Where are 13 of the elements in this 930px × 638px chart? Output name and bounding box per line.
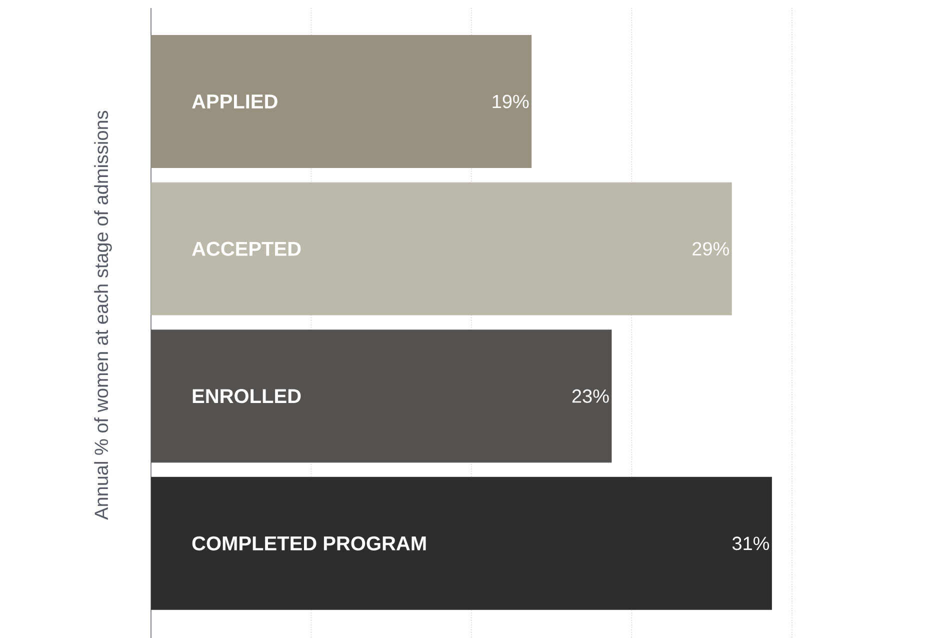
data-label: 23% [572,389,609,403]
bar [151,182,732,316]
bar [151,35,532,168]
bar [151,476,772,610]
bar [151,330,612,463]
data-label: 29% [692,242,729,256]
data-label: 19% [492,94,529,108]
y-tick-label: APPLIED [192,94,278,108]
y-tick-label: COMPLETED PROGRAM [192,536,426,550]
y-tick-label: ENROLLED [192,389,301,404]
data-label: 31% [732,536,770,550]
y-tick-label: ACCEPTED [192,242,301,256]
y-axis-title: Annual % of women at each stage of admissions [94,110,112,520]
